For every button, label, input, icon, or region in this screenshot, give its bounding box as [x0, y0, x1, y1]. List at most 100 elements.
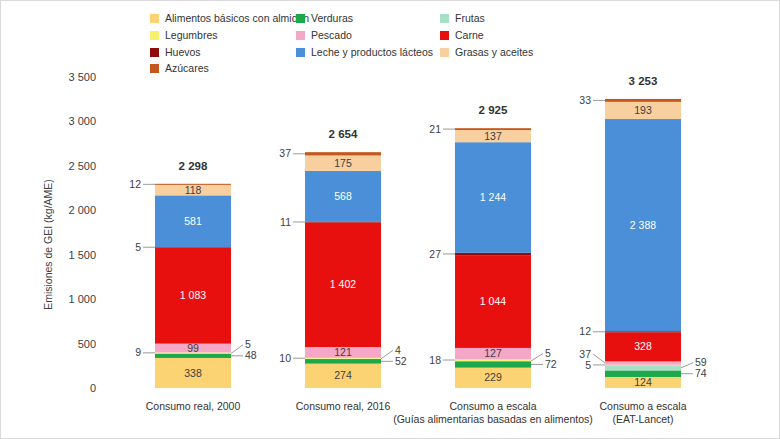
leader-line — [531, 353, 543, 361]
leader-line — [531, 364, 543, 365]
leader-line — [231, 345, 243, 354]
x-tick-line: Consumo real, 2000 — [146, 400, 241, 412]
data-label: 193 — [634, 104, 652, 116]
bar-segment — [305, 358, 381, 359]
data-label: 12 — [579, 325, 591, 337]
bar-segment — [305, 222, 381, 347]
data-label: 137 — [484, 130, 502, 142]
data-label: 5 — [135, 241, 141, 253]
data-label: 74 — [695, 367, 707, 379]
legend-swatch — [150, 64, 159, 73]
x-tick-line: (Guías alimentarias basadas en alimentos… — [393, 413, 593, 425]
legend-swatch — [150, 31, 159, 40]
x-tick-line: Consumo real, 2016 — [296, 400, 391, 412]
y-tick-label: 0 — [90, 382, 96, 394]
leader-line — [593, 331, 605, 332]
bar-segment — [455, 359, 531, 361]
leader-line — [381, 361, 393, 362]
data-label: 18 — [429, 354, 441, 366]
data-label: 99 — [187, 342, 199, 354]
bar-segment — [605, 332, 681, 361]
legend-label: Azúcares — [165, 62, 209, 74]
data-label: 72 — [545, 358, 557, 370]
data-label: 59 — [695, 356, 707, 368]
data-label: 37 — [579, 348, 591, 360]
bar-segment — [605, 365, 681, 370]
bar-segment — [605, 377, 681, 388]
data-label: 1 402 — [330, 278, 356, 290]
data-label: 121 — [334, 346, 352, 358]
data-label: 568 — [334, 190, 352, 202]
bar-segment — [455, 348, 531, 359]
x-tick-label: Consumo a escala(EAT-Lancet) — [600, 400, 687, 425]
bar-segment — [305, 155, 381, 171]
bar-segment — [455, 255, 531, 348]
y-tick-label: 3 000 — [68, 115, 96, 127]
leader-line — [143, 352, 155, 353]
y-tick-label: 1 000 — [68, 293, 96, 305]
legend-label: Frutas — [455, 12, 485, 24]
bar-segment — [155, 354, 231, 358]
leader-line — [593, 364, 605, 365]
data-label: 2 388 — [630, 219, 656, 231]
bar-segment — [155, 247, 231, 343]
x-tick-line: Consumo a escala — [600, 400, 687, 412]
y-tick-label: 2 500 — [68, 160, 96, 172]
data-label: 33 — [579, 94, 591, 106]
bars — [155, 99, 681, 388]
x-tick-line: (EAT-Lancet) — [612, 413, 673, 425]
y-tick-label: 2 000 — [68, 204, 96, 216]
bar-segment — [305, 152, 381, 155]
legend-label: Leche y productos lácteos — [311, 46, 433, 58]
data-label: 12 — [129, 178, 141, 190]
bar-segment — [155, 195, 231, 247]
legend-label: Pescado — [311, 29, 352, 41]
total-label: 2 654 — [329, 128, 358, 140]
legend: Alimentos básicos con almidónVerdurasFru… — [150, 12, 533, 74]
data-label: 4 — [395, 344, 401, 356]
leader-line — [293, 221, 305, 222]
bar-segment — [155, 358, 231, 388]
bar-segment — [455, 361, 531, 367]
legend-label: Huevos — [165, 46, 201, 58]
y-tick-label: 1 500 — [68, 249, 96, 261]
leader-line — [443, 253, 455, 254]
bar-segment — [605, 361, 681, 364]
data-label: 5 — [585, 359, 591, 371]
data-label: 338 — [184, 367, 202, 379]
legend-swatch — [150, 48, 159, 57]
bar-segment — [605, 331, 681, 332]
data-label: 274 — [334, 369, 352, 381]
bar-segment — [305, 359, 381, 364]
y-tick-label: 500 — [78, 338, 96, 350]
leader-line — [681, 373, 693, 374]
bar-segment — [455, 253, 531, 255]
data-label: 1 083 — [180, 289, 206, 301]
bar-segment — [305, 364, 381, 388]
legend-label: Grasas y aceites — [455, 46, 533, 58]
data-label: 1 244 — [480, 191, 506, 203]
chart: 05001 0001 5002 0002 5003 0003 500Emisio… — [0, 0, 780, 439]
legend-swatch — [440, 14, 449, 23]
leader-line — [381, 350, 393, 359]
data-label: 5 — [545, 347, 551, 359]
legend-label: Carne — [455, 29, 484, 41]
legend-swatch — [150, 14, 159, 23]
data-label: 124 — [634, 376, 652, 388]
bar-segment — [455, 130, 531, 142]
data-label: 48 — [245, 349, 257, 361]
legend-swatch — [440, 31, 449, 40]
y-axis-label: Emisiones de GEI (kg/AME) — [42, 179, 54, 310]
leader-line — [593, 100, 605, 101]
data-label: 1 044 — [480, 295, 506, 307]
legend-swatch — [440, 48, 449, 57]
leader-line — [593, 354, 605, 363]
legend-label: Legumbres — [165, 29, 218, 41]
total-label: 3 253 — [629, 75, 658, 87]
leader-line — [443, 129, 455, 130]
leader-line — [231, 355, 243, 356]
legend-swatch — [296, 48, 305, 57]
data-label: 9 — [135, 346, 141, 358]
total-label: 2 925 — [479, 104, 508, 116]
data-label: 11 — [280, 216, 291, 228]
